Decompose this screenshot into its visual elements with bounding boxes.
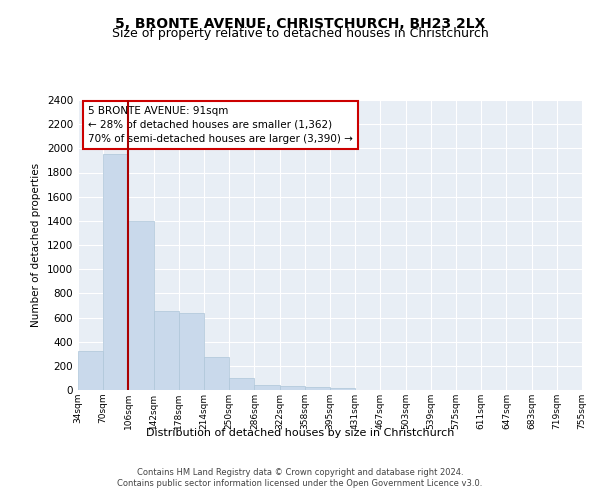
Text: Distribution of detached houses by size in Christchurch: Distribution of detached houses by size … <box>146 428 454 438</box>
Y-axis label: Number of detached properties: Number of detached properties <box>31 163 41 327</box>
Bar <box>154 312 179 390</box>
Bar <box>128 221 154 390</box>
Text: 5 BRONTE AVENUE: 91sqm
← 28% of detached houses are smaller (1,362)
70% of semi-: 5 BRONTE AVENUE: 91sqm ← 28% of detached… <box>88 106 353 144</box>
Bar <box>254 384 280 390</box>
Bar <box>103 154 128 390</box>
Bar <box>78 352 103 390</box>
Bar <box>305 387 330 390</box>
Text: Size of property relative to detached houses in Christchurch: Size of property relative to detached ho… <box>112 28 488 40</box>
Text: 5, BRONTE AVENUE, CHRISTCHURCH, BH23 2LX: 5, BRONTE AVENUE, CHRISTCHURCH, BH23 2LX <box>115 18 485 32</box>
Bar <box>280 386 305 390</box>
Bar <box>204 358 229 390</box>
Text: Contains HM Land Registry data © Crown copyright and database right 2024.
Contai: Contains HM Land Registry data © Crown c… <box>118 468 482 487</box>
Bar <box>179 312 204 390</box>
Bar <box>229 378 254 390</box>
Bar <box>330 388 355 390</box>
